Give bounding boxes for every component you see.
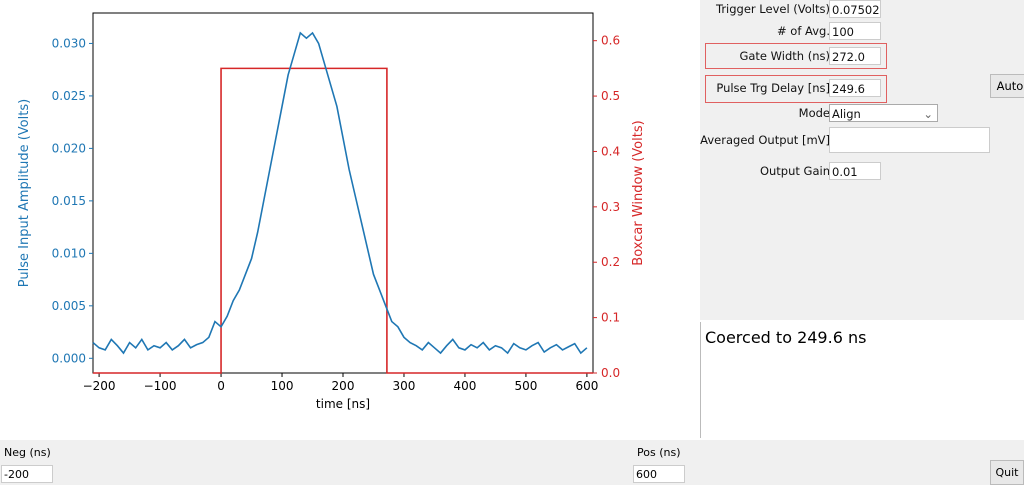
y-right-axis-label: Boxcar Window (Volts) [631, 120, 646, 265]
pulse-line [92, 31, 588, 355]
y-right-tick-label: 0.5 [601, 89, 620, 103]
x-axis-label: time [ns] [316, 397, 370, 411]
x-tick-label: 600 [575, 379, 598, 393]
x-tick-label: −200 [83, 379, 116, 393]
y-left-tick-label: 0.000 [52, 351, 86, 365]
message-box: Coerced to 249.6 ns [700, 322, 1024, 438]
x-tick-label: 500 [514, 379, 537, 393]
mode-value: Align [832, 107, 861, 121]
y-left-tick-label: 0.020 [52, 141, 86, 155]
pos-input[interactable]: 600 [633, 465, 685, 483]
x-tick-label: −100 [144, 379, 177, 393]
x-tick-label: 0 [217, 379, 225, 393]
y-right-tick-label: 0.3 [601, 200, 620, 214]
y-left-tick-label: 0.005 [52, 299, 86, 313]
x-tick-label: 400 [453, 379, 476, 393]
output-gain-label: Output Gain [759, 164, 830, 178]
mode-select[interactable]: Align ⌄ [829, 104, 938, 122]
y-right-tick-label: 0.4 [601, 144, 620, 158]
y-left-tick-label: 0.025 [52, 89, 86, 103]
pos-label: Pos (ns) [637, 446, 681, 459]
chevron-down-icon: ⌄ [923, 107, 933, 121]
y-right-tick-label: 0.2 [601, 255, 620, 269]
y-left-tick-label: 0.030 [52, 36, 86, 50]
neg-input[interactable]: -200 [1, 465, 53, 483]
pulse-delay-input[interactable]: 249.6 [829, 79, 881, 97]
pulse-delay-label: Pulse Trg Delay [ns] [716, 81, 830, 95]
gate-width-highlight [705, 43, 887, 69]
plot-frame [92, 12, 594, 374]
num-avg-input[interactable]: 100 [829, 22, 881, 40]
pulse-delay-highlight [705, 75, 887, 103]
neg-label: Neg (ns) [4, 446, 51, 459]
x-tick-label: 300 [393, 379, 416, 393]
mode-label: Mode [798, 106, 830, 120]
quit-button[interactable]: Quit [990, 460, 1024, 485]
auto-button[interactable]: Auto [990, 74, 1024, 98]
pulse-plot: −200 −100 0 100 200 300 400 500 600 0.000 0.005 0.0… [17, 12, 646, 411]
trigger-level-input[interactable]: 0.0750208 [829, 0, 881, 18]
num-avg-label: # of Avg. [777, 24, 830, 38]
y-right-tick-label: 0.0 [601, 366, 620, 380]
x-tick-label: 100 [271, 379, 294, 393]
averaged-output-label: Averaged Output [mV] [700, 133, 830, 147]
range-bar: Neg (ns) -200 Pos (ns) 600 Quit [0, 440, 1024, 485]
output-gain-input[interactable]: 0.01 [829, 162, 881, 180]
boxcar-line [93, 67, 593, 374]
y-right-tick-label: 0.6 [601, 34, 620, 48]
averaged-output-field[interactable] [829, 127, 990, 153]
gate-width-input[interactable]: 272.0 [829, 47, 881, 65]
y-right-tick-label: 0.1 [601, 311, 620, 325]
control-panel: Trigger Level (Volts)0.0750208 # of Avg.… [700, 0, 1024, 320]
trigger-level-label: Trigger Level (Volts) [715, 2, 830, 16]
x-tick-label: 200 [332, 379, 355, 393]
y-left-tick-label: 0.010 [52, 246, 86, 260]
gate-width-label: Gate Width (ns) [739, 49, 830, 63]
y-left-axis-label: Pulse Input Amplitude (Volts) [17, 99, 32, 287]
y-left-tick-label: 0.015 [52, 194, 86, 208]
